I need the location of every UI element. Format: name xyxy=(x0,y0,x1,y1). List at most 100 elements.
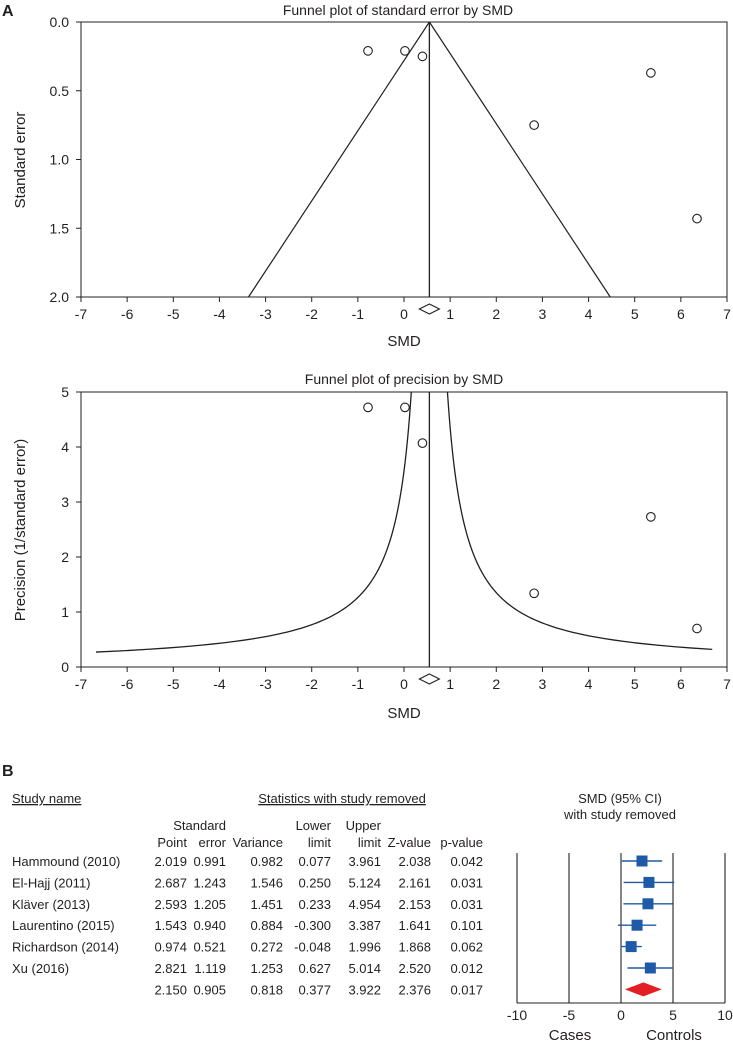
study-point xyxy=(363,46,373,56)
forest-tick-label: 0 xyxy=(617,1007,625,1023)
study-points xyxy=(363,46,702,224)
chart-title: Funnel plot of standard error by SMD xyxy=(283,2,513,18)
cell-value: 2.150 xyxy=(154,982,187,997)
x-tick-label: 2 xyxy=(492,306,500,322)
column-header-line2: limit xyxy=(308,835,331,850)
panel-b-label: B xyxy=(2,763,14,780)
study-point xyxy=(646,68,656,78)
cell-value: 0.940 xyxy=(193,918,226,933)
x-tick-label: -5 xyxy=(167,306,180,322)
cell-value: 0.627 xyxy=(298,961,331,976)
cell-value: 0.377 xyxy=(298,982,331,997)
cell-value: 1.996 xyxy=(348,940,381,955)
column-header-line2: p-value xyxy=(440,835,483,850)
cell-value: -0.300 xyxy=(294,918,331,933)
column-headers: Point Standard error Variance Lower limit Uppe… xyxy=(157,818,483,850)
cell-value: 0.884 xyxy=(250,918,283,933)
cell-value: 1.546 xyxy=(250,875,283,890)
forest-right-label: Controls xyxy=(646,1027,702,1043)
cell-value: 0.974 xyxy=(154,940,187,955)
table-row: Hammound (2010) 2.019 0.991 0.982 0.077 3.961… xyxy=(12,854,483,869)
cell-value: 0.042 xyxy=(450,854,483,869)
cell-value: 0.905 xyxy=(193,982,226,997)
cell-value: 1.243 xyxy=(193,875,226,890)
study-point xyxy=(400,402,410,413)
cell-value: 5.014 xyxy=(348,961,381,976)
x-tick-label: 5 xyxy=(631,676,639,692)
cell-value: 0.233 xyxy=(298,897,331,912)
cell-value: 0.818 xyxy=(250,982,283,997)
x-tick-label: -6 xyxy=(121,306,134,322)
table-row: Richardson (2014) 0.974 0.521 0.272 -0.048 1.… xyxy=(12,940,483,955)
header-study-name: Study name xyxy=(12,791,81,806)
funnel-left-curve xyxy=(95,391,412,653)
cell-value: 0.982 xyxy=(250,854,283,869)
point-estimate-square xyxy=(631,919,643,931)
x-tick-label: 6 xyxy=(677,306,685,322)
cell-value: 2.821 xyxy=(154,961,187,976)
table-row: Laurentino (2015) 1.543 0.940 0.884 -0.300 3.… xyxy=(12,918,483,933)
cell-value: 0.062 xyxy=(450,940,483,955)
x-tick-label: -7 xyxy=(75,676,88,692)
column-header-line2: Variance xyxy=(233,835,283,850)
cell-value: 1.641 xyxy=(398,918,431,933)
cell-value: 0.991 xyxy=(193,854,226,869)
y-tick-label: 3 xyxy=(61,494,69,510)
cell-value: 2.161 xyxy=(398,875,431,890)
chart-title: Funnel plot of precision by SMD xyxy=(305,371,503,387)
y-axis-ticks: 0 1 2 3 4 5 xyxy=(61,384,81,675)
y-tick-label: 5 xyxy=(61,384,69,400)
study-point xyxy=(417,438,428,449)
x-tick-label: -1 xyxy=(352,306,365,322)
x-tick-label: -2 xyxy=(305,676,318,692)
panel-a-label: A xyxy=(2,3,14,20)
x-tick-label: 3 xyxy=(539,306,547,322)
cell-value: 0.031 xyxy=(450,875,483,890)
sensitivity-analysis-table: Study name Statistics with study removed… xyxy=(12,791,733,1043)
x-axis-label: SMD xyxy=(387,333,421,350)
forest-tick-label: -10 xyxy=(507,1007,527,1023)
column-header-line2: limit xyxy=(358,835,381,850)
x-tick-label: 0 xyxy=(400,676,408,692)
plot-frame xyxy=(80,391,728,668)
x-tick-label: -5 xyxy=(167,676,180,692)
x-tick-label: 7 xyxy=(723,306,731,322)
x-tick-label: -4 xyxy=(213,306,226,322)
overall-diamond xyxy=(624,982,662,997)
cell-value: 2.687 xyxy=(154,875,187,890)
x-tick-label: -3 xyxy=(259,676,272,692)
cell-value: 2.038 xyxy=(398,854,431,869)
table-row: Xu (2016) 2.821 1.119 1.253 0.627 5.014 2.520 0… xyxy=(12,961,483,976)
forest-tick-label: 10 xyxy=(717,1007,733,1023)
column-header-line1: Lower xyxy=(296,818,332,833)
x-axis-label: SMD xyxy=(387,705,421,722)
cell-value: 0.077 xyxy=(298,854,331,869)
funnel-right-limit xyxy=(428,21,611,298)
study-name: Xu (2016) xyxy=(12,961,69,976)
forest-tick-label: 5 xyxy=(669,1007,677,1023)
cell-value: 0.521 xyxy=(193,940,226,955)
cell-value: 0.272 xyxy=(250,940,283,955)
cell-value: 4.954 xyxy=(348,897,381,912)
cell-value: 2.376 xyxy=(398,982,431,997)
y-tick-label: 0 xyxy=(61,659,69,675)
table-row: Kläver (2013) 2.593 1.205 1.451 0.233 4.954 2.… xyxy=(12,897,483,912)
y-axis-label: Standard error xyxy=(12,112,29,209)
table-row: El-Hajj (2011) 2.687 1.243 1.546 0.250 5.124 2… xyxy=(12,875,483,890)
x-tick-label: 0 xyxy=(400,306,408,322)
cell-value: 1.119 xyxy=(194,961,226,976)
column-header-line2: error xyxy=(199,835,227,850)
x-tick-label: 3 xyxy=(539,676,547,692)
x-axis-ticks: -7 -6 -5 -4 -3 -2 -1 0 1 2 3 4 5 6 7 xyxy=(75,667,731,692)
x-axis-ticks: -7 -6 -5 -4 -3 -2 -1 0 1 2 3 4 5 6 7 xyxy=(75,297,731,322)
x-tick-label: -6 xyxy=(121,676,134,692)
x-tick-label: -1 xyxy=(352,676,365,692)
summary-diamond xyxy=(418,673,441,685)
study-point xyxy=(363,402,373,413)
y-tick-label: 1.0 xyxy=(50,152,70,168)
forest-plot: -10 -5 0 5 10 Cases Controls xyxy=(507,853,733,1043)
cell-value: 0.012 xyxy=(450,961,483,976)
funnel-right-curve xyxy=(446,391,713,651)
point-estimate-square xyxy=(642,898,654,910)
